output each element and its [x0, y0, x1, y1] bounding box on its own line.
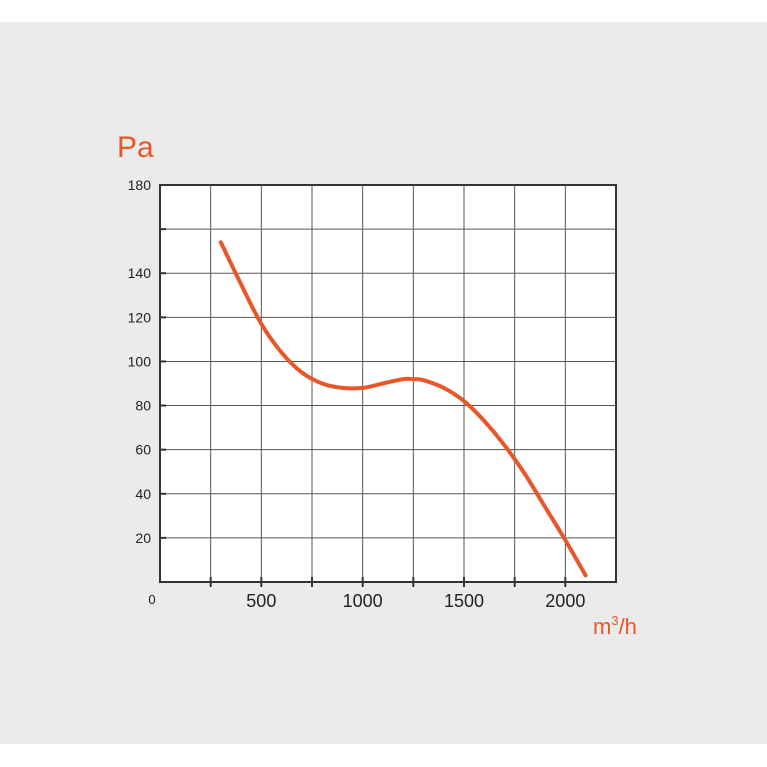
x-axis-unit-superscript: 3: [611, 613, 618, 628]
pressure-curve-line: [218, 240, 588, 578]
origin-label: 0: [148, 592, 155, 607]
x-tick-label: 1000: [343, 591, 383, 611]
x-axis-unit-tail: /h: [619, 614, 637, 639]
y-tick-label: 40: [135, 486, 151, 502]
x-axis-unit-label: m3/h: [593, 613, 637, 639]
x-tick-label: 500: [246, 591, 276, 611]
y-tick-labels: 20 40 60 80 100 120 140 180: [128, 177, 152, 546]
y-tick-label: 80: [135, 398, 151, 414]
y-axis-unit-label: Pa: [117, 131, 154, 164]
y-tick-label: 180: [128, 177, 152, 193]
y-tick-label: 20: [135, 530, 151, 546]
chart-panel: Pa 20 40 60 80 100 120 140 180 500 1000 1500 2000 …: [0, 22, 767, 744]
y-tick-label: 120: [128, 309, 152, 325]
x-axis-unit-base: m: [593, 614, 611, 639]
y-tick-label: 60: [135, 442, 151, 458]
x-tick-label: 2000: [545, 591, 585, 611]
y-tick-label: 100: [128, 353, 152, 369]
x-tick-labels: 500 1000 1500 2000: [246, 591, 585, 611]
x-tick-label: 1500: [444, 591, 484, 611]
y-tick-label: 140: [128, 265, 152, 281]
